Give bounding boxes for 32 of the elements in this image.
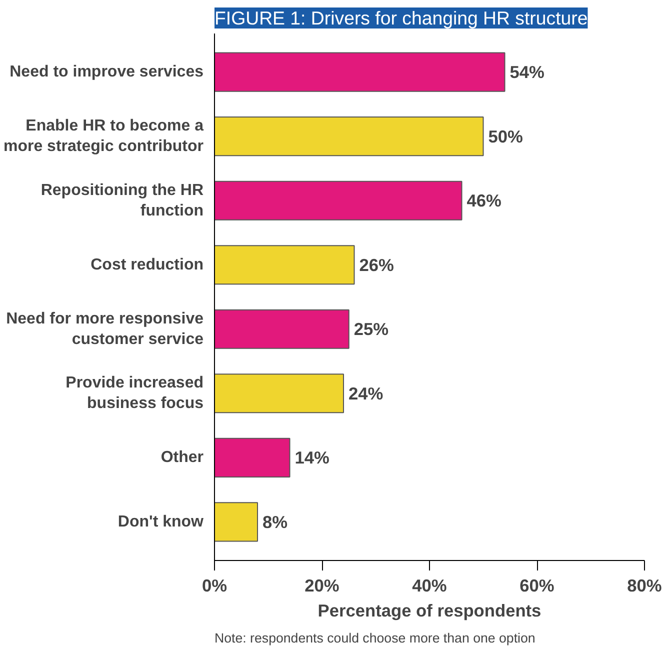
data-label: 14%	[294, 448, 330, 468]
bar	[214, 438, 290, 478]
y-tick-label: Don't know	[118, 513, 204, 530]
x-tick-label: 60%	[520, 576, 554, 596]
data-label: 24%	[348, 383, 384, 404]
y-tick-label: Need for more responsive customer service	[6, 310, 204, 348]
bar	[214, 374, 344, 414]
bar	[214, 116, 484, 156]
data-label: 54%	[510, 62, 544, 82]
x-tick-label: 80%	[627, 576, 662, 596]
bar	[214, 52, 506, 92]
data-label: 26%	[359, 254, 394, 275]
data-label: 46%	[466, 190, 502, 211]
text: Note: respondents could choose more than one option	[214, 630, 536, 646]
bar	[214, 502, 258, 542]
x-tick-label: 20%	[304, 576, 340, 596]
x-tick-label: 0%	[202, 576, 228, 596]
bar	[214, 245, 355, 285]
y-tick-label: Provide increased business focus	[66, 374, 204, 412]
data-label: 50%	[488, 126, 523, 146]
x-tick-label: 40%	[412, 576, 447, 596]
bar	[214, 180, 462, 220]
y-tick-label: Repositioning the HR function	[40, 182, 204, 220]
y-tick-label: Enable HR to become a more strategic contributor	[3, 118, 204, 156]
bar	[214, 309, 350, 349]
x-axis-title: Percentage of respondents	[318, 600, 542, 620]
y-tick-label: Cost reduction	[90, 256, 204, 274]
data-label: 8%	[262, 512, 288, 532]
data-label: 25%	[354, 319, 389, 340]
y-tick-label: Need to improve services	[10, 64, 204, 81]
y-tick-label: Other	[160, 449, 204, 466]
chart-title: FIGURE 1: Drivers for changing HR structure	[214, 8, 588, 28]
